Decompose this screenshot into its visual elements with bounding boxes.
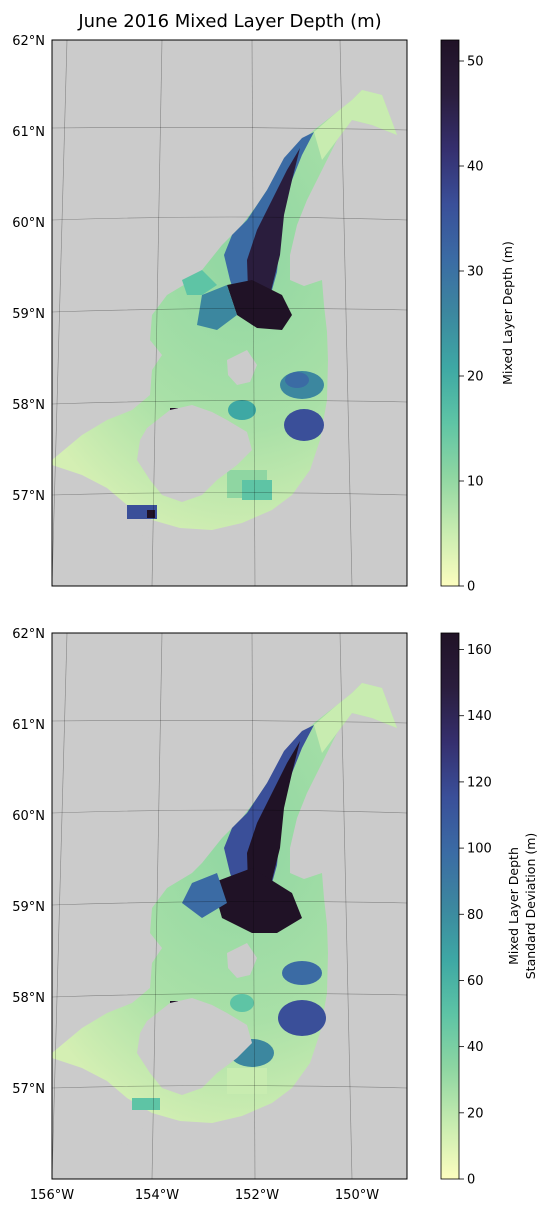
colorbar-ramp [440, 39, 460, 587]
lat-label: 59°N [12, 307, 45, 322]
lat-label: 57°N [12, 489, 45, 504]
colorbar-tick-label: 10 [467, 475, 484, 490]
colorbar-tick-label: 0 [467, 1173, 475, 1188]
lat-label: 58°N [12, 398, 45, 413]
colorbar-tick-label: 100 [467, 842, 492, 857]
lat-label: 61°N [12, 718, 45, 733]
lat-labels-panel-1: 62°N 61°N 60°N 59°N 58°N 57°N [12, 34, 45, 504]
colorbar-tick-label: 30 [467, 265, 484, 280]
lat-label: 57°N [12, 1082, 45, 1097]
colorbar-label-line-2: Standard Deviation (m) [523, 833, 538, 980]
map-panel-mld [51, 39, 408, 587]
lon-label: 152°W [235, 1188, 279, 1203]
colorbar-tick-label: 20 [467, 1106, 484, 1121]
colorbar-tick-label: 60 [467, 974, 484, 989]
lat-label: 62°N [12, 627, 45, 642]
lat-label: 61°N [12, 125, 45, 140]
colorbar-tick-label: 160 [467, 643, 492, 658]
lat-label: 62°N [12, 34, 45, 49]
lon-label: 154°W [135, 1188, 179, 1203]
colorbar-tick-label: 40 [467, 160, 484, 175]
map-title: June 2016 Mixed Layer Depth (m) [77, 11, 381, 32]
colorbar-label: Mixed Layer Depth (m) [500, 241, 515, 385]
colorbar-mld: 0 10 20 30 40 50 Mixed Layer Depth (m) [440, 39, 515, 595]
lon-labels: 156°W 154°W 152°W 150°W [30, 1188, 379, 1203]
lat-label: 58°N [12, 991, 45, 1006]
colorbar-ticks: 0 20 40 60 80 100 120 140 160 [459, 643, 492, 1188]
colorbar-tick-label: 140 [467, 709, 492, 724]
trinity-islands [114, 1125, 154, 1145]
lon-label: 150°W [335, 1188, 379, 1203]
barren-islands [227, 350, 257, 385]
kodiak-island [137, 405, 252, 502]
lat-label: 60°N [12, 216, 45, 231]
lat-label: 60°N [12, 809, 45, 824]
colorbar-tick-label: 50 [467, 55, 484, 70]
colorbar-tick-label: 0 [467, 580, 475, 595]
colorbar-tick-label: 80 [467, 908, 484, 923]
colorbar-tick-label: 20 [467, 370, 484, 385]
colorbar-label-line-1: Mixed Layer Depth [506, 847, 521, 965]
colorbar-tick-label: 120 [467, 775, 492, 790]
colorbar-ramp [440, 632, 460, 1180]
graticule [51, 632, 408, 1180]
graticule [51, 39, 408, 587]
lat-label: 59°N [12, 900, 45, 915]
colorbar-tick-label: 40 [467, 1040, 484, 1055]
kodiak-island [137, 998, 252, 1095]
colorbar-ticks: 0 10 20 30 40 50 [459, 55, 484, 595]
lat-labels-panel-2: 62°N 61°N 60°N 59°N 58°N 57°N [12, 627, 45, 1097]
map-panel-mld-std [51, 632, 408, 1180]
ocean-field [52, 683, 397, 1123]
barren-islands [227, 943, 257, 978]
lon-label: 156°W [30, 1188, 74, 1203]
ocean-field [52, 90, 397, 530]
trinity-islands [114, 532, 154, 552]
